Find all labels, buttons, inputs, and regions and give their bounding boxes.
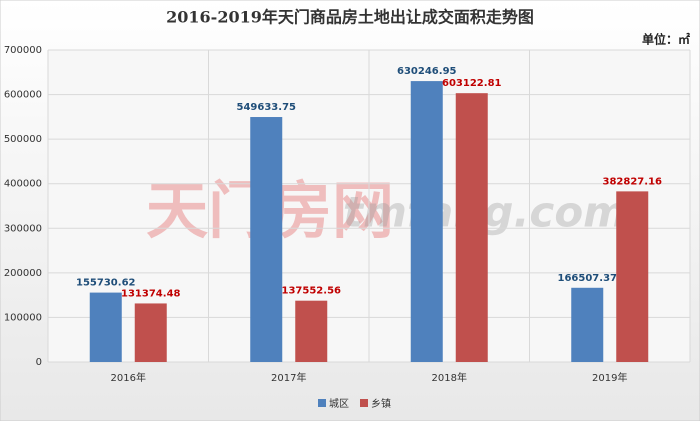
- bar: [89, 292, 122, 362]
- y-tick-label: 500000: [4, 134, 42, 145]
- x-tick-label: 2016年: [111, 371, 146, 384]
- bar: [134, 303, 167, 362]
- value-label: 131374.48: [121, 288, 181, 299]
- value-label: 382827.16: [603, 176, 663, 187]
- x-tick-label: 2017年: [271, 371, 306, 384]
- bar: [571, 287, 604, 362]
- legend-label: 城区: [329, 398, 349, 410]
- bar: [410, 81, 443, 362]
- value-label: 137552.56: [282, 286, 342, 297]
- value-label: 155730.62: [76, 278, 136, 289]
- y-tick-label: 700000: [4, 45, 42, 56]
- y-tick-label: 200000: [4, 268, 42, 279]
- y-tick-label: 100000: [4, 312, 42, 323]
- value-label: 549633.75: [237, 102, 297, 113]
- value-label: 630246.95: [397, 66, 457, 77]
- bar: [295, 300, 328, 362]
- legend-swatch: [318, 399, 326, 407]
- y-tick-label: 300000: [4, 223, 42, 234]
- unit-label: 单位：㎡: [642, 32, 690, 47]
- y-tick-label: 600000: [4, 90, 42, 101]
- bar: [616, 191, 649, 362]
- x-tick-label: 2019年: [592, 371, 627, 384]
- legend-label: 乡镇: [371, 397, 391, 410]
- chart-title: 2016-2019年天门商品房土地出让成交面积走势图: [166, 8, 534, 27]
- legend-swatch: [360, 399, 368, 407]
- value-label: 166507.37: [558, 273, 618, 284]
- value-label: 603122.81: [442, 78, 502, 89]
- y-tick-label: 0: [36, 357, 42, 368]
- x-tick-label: 2018年: [432, 371, 467, 384]
- y-tick-label: 400000: [4, 179, 42, 190]
- bar: [455, 93, 488, 362]
- bar: [250, 117, 283, 362]
